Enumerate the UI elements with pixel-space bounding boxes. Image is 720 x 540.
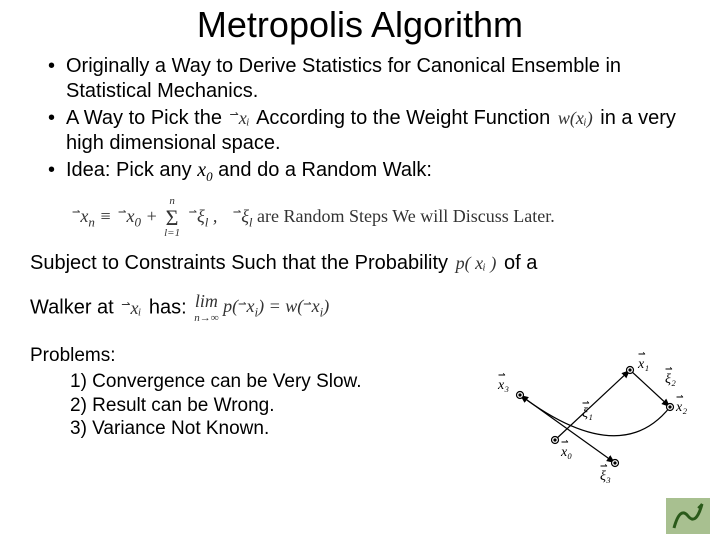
svg-text:⇀: ⇀ xyxy=(561,437,569,447)
svg-text:x₂: x₂ xyxy=(675,400,687,415)
svg-text:ξ₂: ξ₂ xyxy=(665,372,676,387)
svg-text:ξ₁: ξ₁ xyxy=(582,406,593,421)
bullet-3: Idea: Pick any x0 and do a Random Walk: xyxy=(48,158,690,185)
math-xi-again: ⇀xᵢ xyxy=(121,297,141,320)
svg-text:x₃: x₃ xyxy=(497,378,509,393)
constraint-para-2: Walker at ⇀xᵢ has: lim n→∞ p(⇀xi) = w(⇀x… xyxy=(30,290,690,326)
bullet-3-text-b: and do a Random Walk: xyxy=(218,159,432,181)
bullet-1: Originally a Way to Derive Statistics fo… xyxy=(48,54,690,104)
math-x0: x0 xyxy=(197,159,212,181)
svg-text:⇀: ⇀ xyxy=(582,398,590,408)
svg-text:⇀: ⇀ xyxy=(638,349,646,359)
svg-text:⇀: ⇀ xyxy=(498,370,506,380)
constraint-para-1: Subject to Constraints Such that the Pro… xyxy=(30,251,690,276)
slide-title: Metropolis Algorithm xyxy=(0,0,720,54)
para1-b: of a xyxy=(504,252,537,274)
random-walk-diagram: ξ₁⇀ξ₂⇀ξ₃⇀x₀⇀x₁⇀x₂⇀x₃⇀ xyxy=(490,345,700,495)
para1-a: Subject to Constraints Such that the Pro… xyxy=(30,252,454,274)
para2-b: has: xyxy=(149,296,192,318)
logo-icon xyxy=(666,498,710,534)
bullet-2-text-a: A Way to Pick the xyxy=(66,107,228,129)
math-p-of-xi: p( xᵢ ) xyxy=(456,252,497,275)
math-xi-vec: ⇀xᵢ xyxy=(230,107,250,130)
svg-text:ξ₃: ξ₃ xyxy=(600,469,611,484)
bullet-1-text: Originally a Way to Derive Statistics fo… xyxy=(66,55,621,102)
svg-text:⇀: ⇀ xyxy=(600,461,608,471)
bullet-list: Originally a Way to Derive Statistics fo… xyxy=(30,54,690,185)
math-limit: lim n→∞ p(⇀xi) = w(⇀xi) xyxy=(194,290,329,326)
svg-text:x₀: x₀ xyxy=(560,445,572,460)
para2-a: Walker at xyxy=(30,296,119,318)
bullet-2-text-b: According to the Weight Function xyxy=(256,107,556,129)
bullet-2: A Way to Pick the ⇀xᵢ According to the W… xyxy=(48,106,690,156)
svg-text:⇀: ⇀ xyxy=(676,392,684,402)
random-walk-formula: ⇀xn ≡ ⇀x0 + n Σ l=1 ⇀ξl , ⇀ξl are Random… xyxy=(70,195,690,241)
math-w-of-x: w(xᵢ) xyxy=(558,107,593,130)
bullet-3-text-a: Idea: Pick any xyxy=(66,159,197,181)
svg-text:x₁: x₁ xyxy=(637,357,649,372)
svg-text:⇀: ⇀ xyxy=(665,364,673,374)
